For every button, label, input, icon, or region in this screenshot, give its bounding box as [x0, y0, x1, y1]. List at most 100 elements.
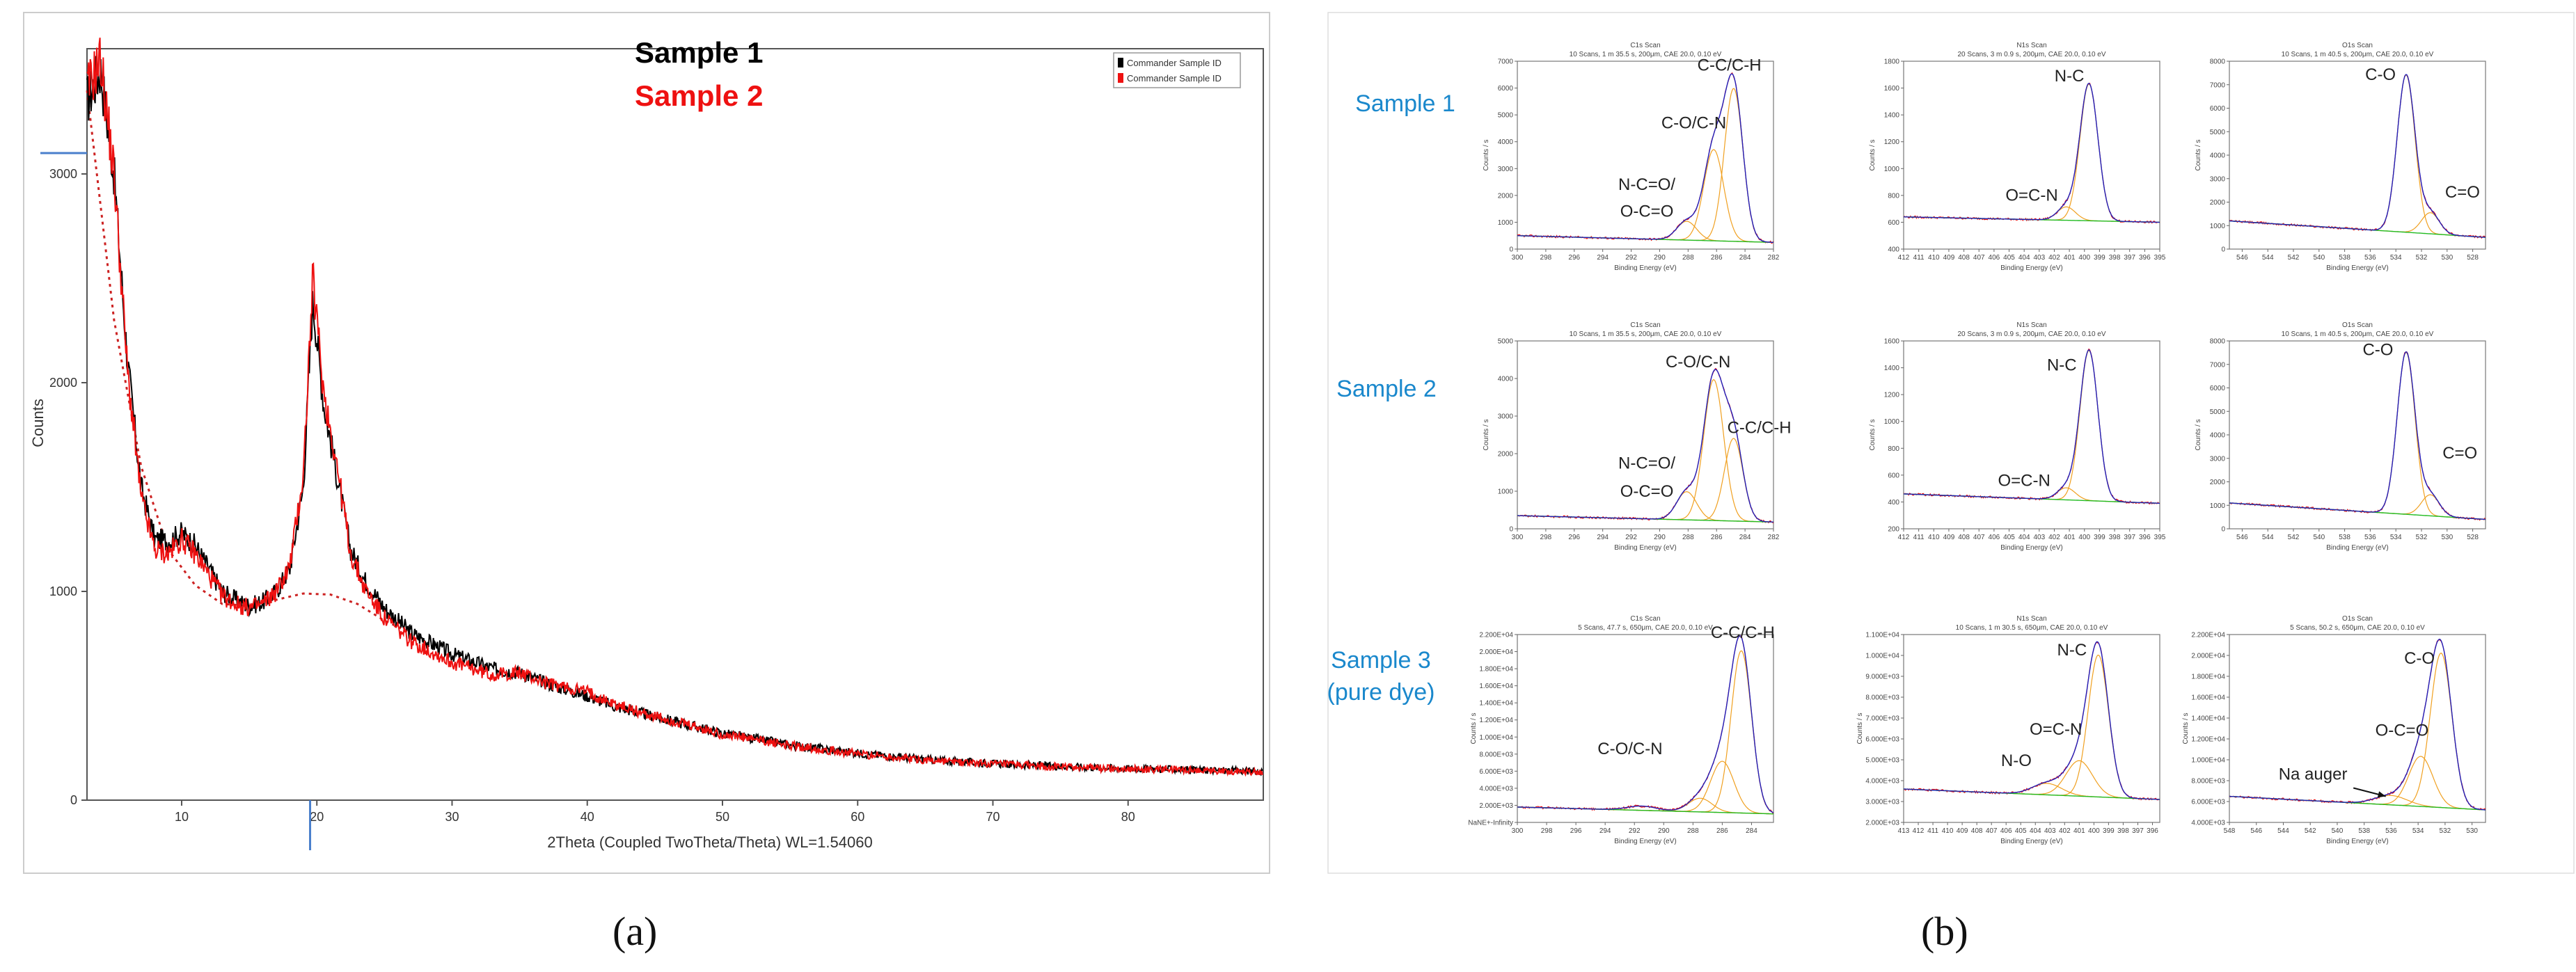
xps-x-tick-label: 398	[2109, 254, 2121, 262]
xps-x-tick-label: 298	[1540, 254, 1552, 262]
xps-y-tick-label: 0	[2221, 526, 2225, 534]
xps-chart-subtitle: 10 Scans, 1 m 40.5 s, 200μm, CAE 20.0, 0…	[2282, 330, 2434, 338]
xps-x-tick-label: 528	[2467, 534, 2479, 541]
xps-x-tick-label: 536	[2385, 827, 2397, 835]
xps-x-tick-label: 294	[1599, 827, 1611, 835]
xps-y-axis-label: Counts / s	[1869, 419, 1876, 450]
xps-y-tick-label: 5000	[2210, 129, 2226, 136]
xps-x-tick-label: 534	[2412, 827, 2424, 835]
xps-x-axis-label: Binding Energy (eV)	[2326, 544, 2389, 552]
xps-chart-title: O1s Scan	[2342, 615, 2373, 623]
xps-plot-area	[1517, 340, 1774, 529]
xps-x-tick-label: 396	[2147, 827, 2158, 835]
xrd-legend-box	[1113, 52, 1241, 88]
xps-y-tick-label: 7.000E+03	[1865, 715, 1899, 723]
xps-y-tick-label: 7000	[2210, 81, 2226, 89]
xps-fit-envelope	[1903, 641, 2160, 800]
xps-x-tick-label: 402	[2059, 827, 2071, 835]
xps-chart-subtitle: 10 Scans, 1 m 40.5 s, 200μm, CAE 20.0, 0…	[2282, 51, 2434, 58]
xps-y-tick-label: 4000	[1498, 138, 1514, 146]
xps-peak-label: C=O	[2442, 444, 2477, 463]
xps-y-tick-label: 3000	[1498, 413, 1514, 421]
xps-x-tick-label: 544	[2262, 534, 2274, 541]
xps-chart-subtitle: 10 Scans, 1 m 35.5 s, 200μm, CAE 20.0, 0…	[1570, 330, 1722, 338]
xps-x-tick-label: 292	[1629, 827, 1641, 835]
xps-y-tick-label: 7000	[1498, 58, 1514, 66]
xps-y-tick-label: 1.600E+04	[2191, 694, 2225, 702]
xps-x-tick-label: 406	[1989, 534, 2000, 541]
xps-row-label: Sample 1	[1355, 90, 1455, 117]
xps-x-tick-label: 532	[2440, 827, 2451, 835]
xps-x-tick-label: 395	[2154, 534, 2166, 541]
xps-y-tick-label: 8.000E+03	[1479, 751, 1513, 758]
xps-x-tick-label: 290	[1658, 827, 1670, 835]
xrd-series-label-sample2: Sample 2	[635, 79, 763, 112]
caption-a: (a)	[613, 909, 658, 954]
xrd-y-tick-label: 3000	[49, 167, 77, 181]
xps-x-tick-label: 412	[1913, 827, 1925, 835]
xps-x-tick-label: 282	[1768, 254, 1780, 262]
xps-x-tick-label: 411	[1913, 534, 1925, 541]
xps-fit-envelope	[1517, 369, 1774, 523]
xps-chart-title: N1s Scan	[2016, 42, 2046, 49]
xps-y-tick-label: 6.000E+03	[1479, 768, 1513, 776]
xps-x-tick-label: 540	[2313, 254, 2325, 262]
xps-y-tick-label: 2.000E+03	[1479, 802, 1513, 810]
xps-peak-label: O-C=O	[1620, 482, 1674, 501]
xps-x-tick-label: 538	[2358, 827, 2370, 835]
xps-y-tick-label: 4000	[2210, 432, 2226, 440]
xps-x-tick-label: 530	[2441, 254, 2453, 262]
xps-y-tick-label: 0	[1509, 246, 1513, 254]
xps-x-tick-label: 403	[2033, 254, 2045, 262]
xps-fit-envelope	[2229, 74, 2486, 238]
xps-x-tick-label: 397	[2124, 254, 2135, 262]
xps-x-tick-label: 542	[2288, 534, 2300, 541]
xps-x-tick-label: 402	[2048, 254, 2060, 262]
xps-y-tick-label: 1200	[1884, 392, 1900, 399]
xrd-x-tick-label: 10	[175, 810, 189, 824]
xps-chart-subtitle: 10 Scans, 1 m 30.5 s, 650μm, CAE 20.0, 0…	[1956, 624, 2108, 632]
xps-x-tick-label: 530	[2441, 534, 2453, 541]
xrd-x-tick-label: 40	[580, 810, 594, 824]
xps-x-tick-label: 407	[1986, 827, 1998, 835]
xps-fit-envelope	[2229, 351, 2486, 520]
xps-x-tick-label: 406	[2000, 827, 2012, 835]
xps-x-tick-label: 411	[1913, 254, 1925, 262]
xps-peak-label: O=C-N	[1998, 471, 2050, 490]
xps-x-tick-label: 405	[2003, 254, 2015, 262]
xps-y-axis-label: Counts / s	[1483, 139, 1490, 170]
xps-y-tick-label: 1000	[1884, 418, 1900, 426]
xps-row-label: Sample 2	[1336, 376, 1437, 402]
xps-chart-subtitle: 20 Scans, 3 m 0.9 s, 200μm, CAE 20.0, 0.…	[1957, 330, 2105, 338]
xps-y-tick-label: 3000	[1498, 166, 1514, 173]
xps-x-tick-label: 546	[2236, 534, 2248, 541]
xps-y-tick-label: 8000	[2210, 338, 2226, 346]
xps-peak-label: C-O	[2365, 65, 2396, 84]
xps-peak-label: O-C=O	[1620, 202, 1674, 221]
xps-x-tick-label: 544	[2277, 827, 2289, 835]
xps-y-tick-label: 1000	[2210, 502, 2226, 510]
xps-x-tick-label: 538	[2339, 254, 2350, 262]
xps-y-tick-label: 6000	[2210, 385, 2226, 392]
xps-x-tick-label: 397	[2132, 827, 2144, 835]
xps-y-tick-label: 400	[1888, 499, 1899, 507]
xps-y-tick-label: 2.000E+04	[2191, 653, 2225, 660]
xps-y-tick-label: 1600	[1884, 85, 1900, 93]
xps-x-tick-label: 401	[2064, 534, 2076, 541]
xps-x-axis-label: Binding Energy (eV)	[2000, 544, 2063, 552]
xps-x-tick-label: 548	[2224, 827, 2236, 835]
xps-peak-label: C-O	[2362, 340, 2393, 359]
xps-y-tick-label: 5000	[1498, 112, 1514, 120]
xrd-x-tick-label: 20	[310, 810, 324, 824]
xps-chart-xps-c1s-s1: C1s Scan 10 Scans, 1 m 35.5 s, 200μm, CAE…	[1483, 42, 1780, 272]
xrd-x-tick-label: 70	[986, 810, 999, 824]
xps-x-tick-label: 395	[2154, 254, 2166, 262]
xps-y-tick-label: 1.200E+04	[1479, 717, 1513, 724]
xps-peak-label: C-C/C-H	[1728, 418, 1792, 437]
xps-x-tick-label: 534	[2390, 254, 2402, 262]
xps-x-tick-label: 296	[1568, 254, 1580, 262]
